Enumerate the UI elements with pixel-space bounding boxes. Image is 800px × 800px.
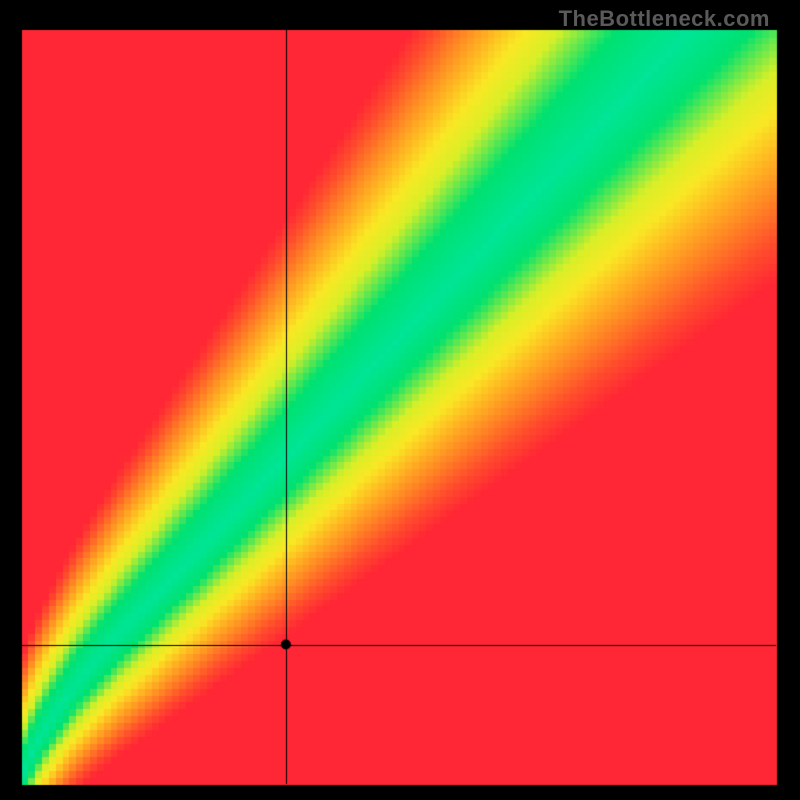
bottleneck-heatmap: [0, 0, 800, 800]
watermark-text: TheBottleneck.com: [559, 6, 770, 32]
chart-container: TheBottleneck.com: [0, 0, 800, 800]
